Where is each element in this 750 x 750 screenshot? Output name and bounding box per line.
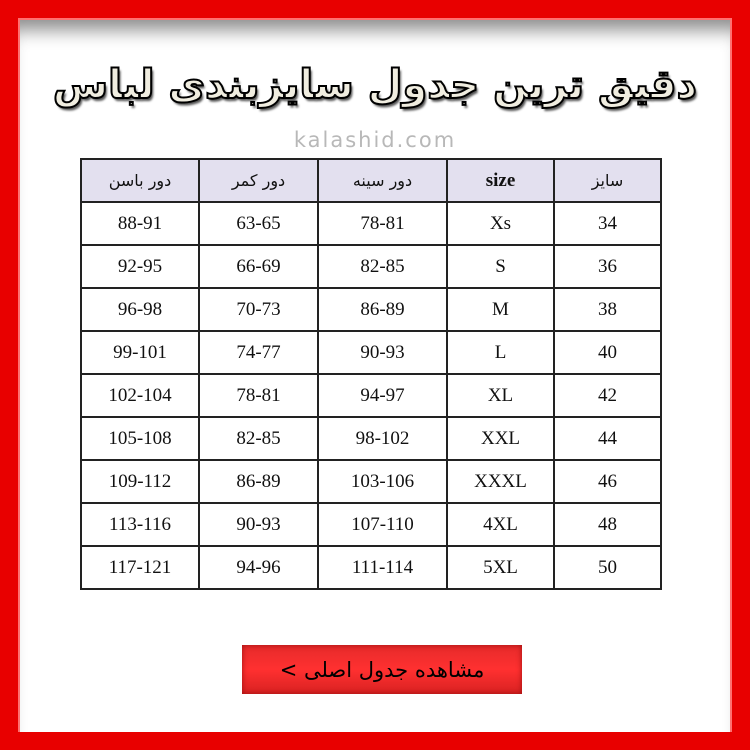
cell-size-label: S xyxy=(446,244,555,289)
cell-size-number: 42 xyxy=(553,373,662,418)
cell-hip: 113-116 xyxy=(80,502,200,547)
cell-chest: 111-114 xyxy=(317,545,448,590)
header-hip: دور باسن xyxy=(80,158,200,203)
page-title: دقیق ترین جدول سایزبندی لباس xyxy=(52,61,698,109)
cell-hip: 96-98 xyxy=(80,287,200,332)
cell-size-number: 34 xyxy=(553,201,662,246)
cell-waist: 82-85 xyxy=(198,416,319,461)
cell-size-number: 44 xyxy=(553,416,662,461)
cell-waist: 74-77 xyxy=(198,330,319,375)
table-row: 46 XXXL 103-106 86-89 109-112 xyxy=(80,459,662,504)
cell-chest: 86-89 xyxy=(317,287,448,332)
header-chest: دور سینه xyxy=(317,158,448,203)
cell-hip: 102-104 xyxy=(80,373,200,418)
watermark: kalashid.com xyxy=(293,128,457,152)
cell-hip: 105-108 xyxy=(80,416,200,461)
table-header-row: سایز size دور سینه دور کمر دور باسن xyxy=(80,158,662,203)
cell-size-label: Xs xyxy=(446,201,555,246)
cell-size-number: 46 xyxy=(553,459,662,504)
cell-hip: 88-91 xyxy=(80,201,200,246)
table-row: 50 5XL 111-114 94-96 117-121 xyxy=(80,545,662,590)
cell-chest: 98-102 xyxy=(317,416,448,461)
table-row: 36 S 82-85 66-69 92-95 xyxy=(80,244,662,289)
cell-chest: 82-85 xyxy=(317,244,448,289)
cell-hip: 117-121 xyxy=(80,545,200,590)
cell-hip: 92-95 xyxy=(80,244,200,289)
cell-size-label: 4XL xyxy=(446,502,555,547)
header-size: size xyxy=(446,158,555,203)
cell-size-number: 40 xyxy=(553,330,662,375)
cell-size-label: XXXL xyxy=(446,459,555,504)
table-row: 48 4XL 107-110 90-93 113-116 xyxy=(80,502,662,547)
table-row: 34 Xs 78-81 63-65 88-91 xyxy=(80,201,662,246)
cell-waist: 70-73 xyxy=(198,287,319,332)
cell-chest: 78-81 xyxy=(317,201,448,246)
cell-hip: 99-101 xyxy=(80,330,200,375)
cell-chest: 90-93 xyxy=(317,330,448,375)
table-row: 38 M 86-89 70-73 96-98 xyxy=(80,287,662,332)
header-waist: دور کمر xyxy=(198,158,319,203)
cell-hip: 109-112 xyxy=(80,459,200,504)
view-original-table-button[interactable]: مشاهده جدول اصلی > xyxy=(242,645,522,694)
cell-size-label: XL xyxy=(446,373,555,418)
cell-size-label: 5XL xyxy=(446,545,555,590)
cell-waist: 90-93 xyxy=(198,502,319,547)
cell-size-number: 50 xyxy=(553,545,662,590)
cell-size-number: 36 xyxy=(553,244,662,289)
cell-waist: 94-96 xyxy=(198,545,319,590)
size-table: سایز size دور سینه دور کمر دور باسن 34 Xs… xyxy=(80,158,662,590)
table-row: 44 XXL 98-102 82-85 105-108 xyxy=(80,416,662,461)
cell-size-label: XXL xyxy=(446,416,555,461)
cell-waist: 78-81 xyxy=(198,373,319,418)
table-row: 40 L 90-93 74-77 99-101 xyxy=(80,330,662,375)
cell-waist: 66-69 xyxy=(198,244,319,289)
cell-chest: 107-110 xyxy=(317,502,448,547)
cell-waist: 86-89 xyxy=(198,459,319,504)
header-size-fa: سایز xyxy=(553,158,662,203)
cell-size-label: L xyxy=(446,330,555,375)
cell-size-label: M xyxy=(446,287,555,332)
cell-chest: 94-97 xyxy=(317,373,448,418)
cell-waist: 63-65 xyxy=(198,201,319,246)
table-row: 42 XL 94-97 78-81 102-104 xyxy=(80,373,662,418)
cell-chest: 103-106 xyxy=(317,459,448,504)
cell-size-number: 48 xyxy=(553,502,662,547)
cell-size-number: 38 xyxy=(553,287,662,332)
